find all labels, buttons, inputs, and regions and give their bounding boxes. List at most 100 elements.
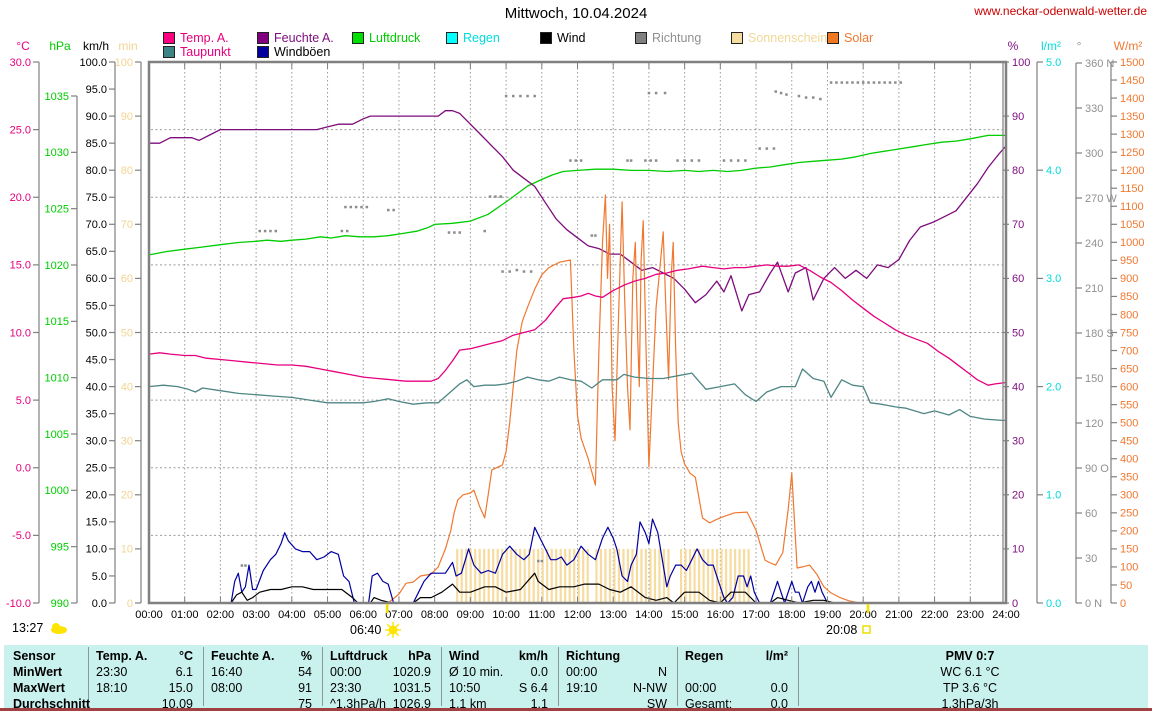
svg-text:30: 30	[1085, 553, 1097, 565]
svg-text:3.0: 3.0	[1046, 273, 1061, 285]
series-taupunkt	[148, 368, 1006, 422]
svg-text:12:00: 12:00	[564, 609, 592, 621]
svg-text:1400: 1400	[1120, 93, 1144, 105]
hpa-axis-unit: hPa	[49, 39, 71, 53]
svg-text:30: 30	[1012, 436, 1024, 448]
table-cell: 19:10 N-NW	[566, 681, 667, 695]
svg-text:0 N: 0 N	[1085, 598, 1102, 610]
svg-text:0.0: 0.0	[92, 598, 107, 610]
table-column-header: Richtung	[566, 649, 621, 663]
luftdruck-swatch-icon	[352, 32, 364, 44]
table-cell: 18:10 15.0	[96, 681, 193, 695]
svg-text:05:00: 05:00	[314, 609, 342, 621]
svg-text:300: 300	[1120, 490, 1138, 502]
svg-text:35.0: 35.0	[86, 408, 107, 420]
svg-text:210: 210	[1085, 283, 1103, 295]
svg-text:50.0: 50.0	[86, 327, 107, 339]
svg-text:330: 330	[1085, 103, 1103, 115]
legend-label: Luftdruck	[369, 31, 421, 45]
svg-text:50: 50	[1012, 327, 1024, 339]
svg-text:90: 90	[1012, 111, 1024, 123]
svg-text:1025: 1025	[45, 203, 69, 215]
svg-text:0: 0	[127, 598, 133, 610]
svg-text:400: 400	[1120, 454, 1138, 466]
table-cell: 75	[298, 697, 312, 711]
table-cell: 00:00 0.0	[685, 681, 788, 695]
svg-text:07:00: 07:00	[385, 609, 413, 621]
table-cell: WC 6.1 °C	[940, 665, 1000, 679]
svg-text:1005: 1005	[45, 429, 69, 441]
svg-text:1050: 1050	[1120, 219, 1144, 231]
temp-swatch-icon	[163, 32, 175, 44]
svg-text:450: 450	[1120, 436, 1138, 448]
svg-text:24:00: 24:00	[992, 609, 1020, 621]
svg-text:-5.0: -5.0	[12, 530, 31, 542]
lm2-axis: 5.0 4.0 3.0 2.0 1.0 0.0 l/m²	[1036, 39, 1061, 610]
svg-text:270 W: 270 W	[1085, 193, 1117, 205]
table-column-header: Luftdruck hPa	[330, 649, 431, 663]
svg-text:0: 0	[1120, 598, 1126, 610]
table-cell: 08:00 91	[211, 681, 312, 695]
svg-text:13:00: 13:00	[599, 609, 627, 621]
svg-text:03:00: 03:00	[242, 609, 270, 621]
legend-label: Taupunkt	[180, 45, 231, 59]
svg-text:60.0: 60.0	[86, 273, 107, 285]
legend-label: Feuchte A.	[274, 31, 334, 45]
svg-text:150: 150	[1120, 544, 1138, 556]
svg-text:95.0: 95.0	[86, 84, 107, 96]
svg-text:00:00: 00:00	[135, 609, 163, 621]
kmh-axis: 100.0 95.0 90.0 85.0 80.0 75.0 70.0 65.0 60.0 55.…	[79, 39, 116, 610]
svg-text:120: 120	[1085, 418, 1103, 430]
legend-label: Richtung	[652, 31, 702, 45]
legend-label: Regen	[463, 31, 500, 45]
page-title: Mittwoch, 10.04.2024	[504, 5, 648, 22]
series-luftdruck	[148, 134, 1006, 256]
svg-text:80: 80	[1012, 165, 1024, 177]
svg-text:1015: 1015	[45, 316, 69, 328]
table-cell: Gesamt: 0.0	[685, 697, 788, 711]
gridlines	[151, 64, 1004, 601]
series-wind	[149, 572, 1006, 604]
table-column-header: Temp. A. °C	[96, 649, 193, 663]
website-link[interactable]: www.neckar-odenwald-wetter.de	[974, 4, 1147, 18]
deg-axis: 360 N 330 300 270 W 240 210 180 S 150 120 90 O 60 3…	[1075, 39, 1117, 610]
table-row-label: MinWert	[13, 665, 63, 679]
sensor-stats-table: Sensor MinWert MaxWert Durchschnitt Temp. A.…	[4, 645, 1148, 711]
svg-text:300: 300	[1085, 148, 1103, 160]
svg-text:90.0: 90.0	[86, 111, 107, 123]
svg-text:900: 900	[1120, 273, 1138, 285]
svg-text:22:00: 22:00	[921, 609, 949, 621]
svg-text:150: 150	[1085, 373, 1103, 385]
svg-text:09:00: 09:00	[457, 609, 485, 621]
table-row-label: Durchschnitt	[13, 697, 91, 711]
svg-text:10: 10	[121, 544, 133, 556]
svg-text:40: 40	[121, 381, 133, 393]
table-cell: Ø 10 min. 0.0	[449, 665, 548, 679]
svg-text:600: 600	[1120, 381, 1138, 393]
table-separator	[203, 647, 204, 706]
svg-text:15:00: 15:00	[671, 609, 699, 621]
table-cell: 00:00 1020.9	[330, 665, 431, 679]
svg-text:20.0: 20.0	[10, 192, 31, 204]
svg-text:1035: 1035	[45, 91, 69, 103]
svg-text:70: 70	[121, 219, 133, 231]
svg-text:350: 350	[1120, 472, 1138, 484]
svg-text:650: 650	[1120, 363, 1138, 375]
svg-text:1500: 1500	[1120, 57, 1144, 69]
pct-axis-unit: %	[1008, 39, 1019, 53]
wm2-axis-unit: W/m²	[1114, 39, 1143, 53]
svg-text:20: 20	[1012, 490, 1024, 502]
x-axis-labels: 00:00 01:00 02:00 03:00 04:00 05:00 06:00 07:00…	[135, 609, 1020, 621]
table-separator	[322, 647, 323, 706]
temp-axis: 30.0 25.0 20.0 15.0 10.0 5.0 0.0 -5.0 -10.0 °C	[6, 39, 40, 610]
table-row-label: Sensor	[13, 649, 56, 663]
svg-text:40: 40	[1012, 381, 1024, 393]
svg-text:30.0: 30.0	[86, 436, 107, 448]
svg-text:10.0: 10.0	[10, 327, 31, 339]
svg-text:10: 10	[1012, 544, 1024, 556]
svg-text:100: 100	[115, 57, 133, 69]
table-separator	[558, 647, 559, 706]
svg-text:950: 950	[1120, 255, 1138, 267]
svg-text:1350: 1350	[1120, 111, 1144, 123]
